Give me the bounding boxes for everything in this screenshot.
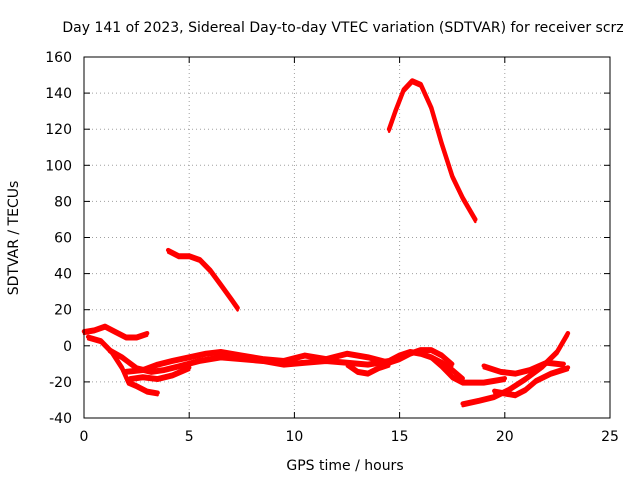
series-line-arc-5 — [128, 365, 192, 381]
series-trace-arc-12 — [493, 368, 570, 399]
series-line-arc-9 — [428, 354, 508, 385]
y-tick-label: 80 — [54, 194, 72, 210]
series-line-arc-6 — [344, 361, 392, 376]
series-line-arc-2 — [85, 334, 160, 395]
axis-tick-labels: 0 5 10 15 20 25 -40 -20 0 20 40 60 80 100 120 140 160 — [45, 50, 619, 445]
y-tick-label: 160 — [45, 50, 72, 66]
x-tick-label: 5 — [185, 429, 194, 445]
series-trace-arc-8 — [387, 81, 477, 224]
series-line-arc-11 — [481, 359, 566, 376]
x-tick-label: 25 — [601, 429, 619, 445]
series-trace-arc-9 — [429, 357, 507, 386]
series-line-arc-4 — [123, 347, 455, 374]
y-tick-label: -40 — [49, 411, 72, 427]
series-trace-arc-4 — [124, 350, 454, 375]
series-trace-arc-2 — [86, 338, 159, 397]
series-line-arc-10 — [460, 330, 571, 406]
x-tick-label: 20 — [496, 429, 514, 445]
y-tick-label: 100 — [45, 158, 72, 174]
chart-title: Day 141 of 2023, Sidereal Day-to-day VTE… — [62, 20, 623, 36]
series-line-arc-1 — [81, 323, 150, 340]
series-line-arc-7 — [165, 247, 240, 311]
series-trace-arc-6 — [345, 365, 391, 377]
series-trace-arc-5 — [129, 368, 191, 383]
data-series-group — [81, 78, 571, 408]
x-tick-label: 0 — [80, 429, 89, 445]
y-tick-label: -20 — [49, 375, 72, 391]
y-tick-label: 120 — [45, 122, 72, 138]
x-axis-label: GPS time / hours — [286, 458, 403, 474]
series-line-arc-3 — [106, 347, 465, 381]
axis-ticks — [83, 56, 611, 419]
series-trace-arc-7 — [166, 251, 239, 312]
series-trace-arc-3 — [107, 350, 464, 383]
series-trace-arc-1 — [82, 327, 149, 341]
x-tick-label: 15 — [391, 429, 409, 445]
series-trace-arc-10 — [461, 334, 570, 408]
y-tick-label: 20 — [54, 303, 72, 319]
series-line-arc-12 — [492, 365, 571, 397]
y-tick-label: 140 — [45, 86, 72, 102]
y-axis-label: SDTVAR / TECUs — [6, 181, 22, 296]
y-tick-label: 60 — [54, 231, 72, 247]
x-tick-label: 10 — [285, 429, 303, 445]
y-tick-label: 40 — [54, 267, 72, 283]
series-trace-arc-11 — [482, 363, 565, 377]
y-tick-label: 0 — [63, 339, 72, 355]
